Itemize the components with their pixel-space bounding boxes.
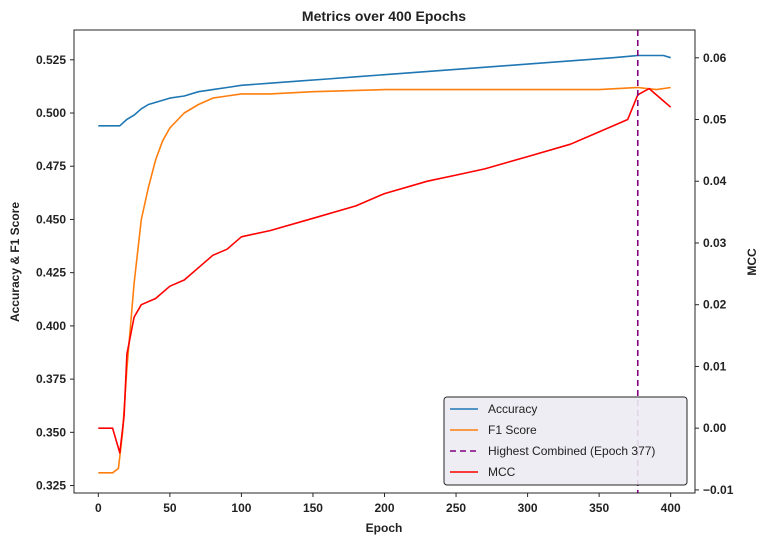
- x-tick-label: 50: [163, 501, 177, 515]
- y-left-tick-label: 0.475: [36, 159, 66, 173]
- chart-title: Metrics over 400 Epochs: [302, 8, 466, 24]
- y-right-tick-label: 0.06: [703, 51, 727, 65]
- y-right-tick-label: 0.04: [703, 174, 727, 188]
- x-tick-label: 200: [374, 501, 394, 515]
- y-left-tick-label: 0.450: [36, 212, 66, 226]
- legend-label: F1 Score: [488, 423, 537, 437]
- x-tick-label: 0: [95, 501, 102, 515]
- y-right-tick-label: 0.03: [703, 236, 727, 250]
- y-left-tick-label: 0.400: [36, 319, 66, 333]
- x-tick-label: 300: [518, 501, 538, 515]
- y-left-tick-label: 0.525: [36, 53, 66, 67]
- legend-label: Accuracy: [488, 402, 537, 416]
- x-tick-label: 400: [661, 501, 681, 515]
- y-axis-left-label: Accuracy & F1 Score: [8, 202, 22, 322]
- series-line-accuracy: [98, 54, 671, 127]
- legend: Accuracy F1 Score Highest Combined (Epoch …: [443, 396, 688, 486]
- y-left-tick-label: 0.325: [36, 479, 66, 493]
- y-right-tick-label: 0.05: [703, 113, 727, 127]
- x-tick-label: 350: [589, 501, 609, 515]
- y-right-tick-label: 0.00: [703, 421, 727, 435]
- y-axis-right-label: MCC: [745, 248, 759, 276]
- legend-label: MCC: [488, 465, 516, 479]
- y-right-tick-label: −0.01: [703, 483, 734, 497]
- x-tick-label: 150: [303, 501, 323, 515]
- y-left-tick-label: 0.350: [36, 425, 66, 439]
- axes-layer: 0 50 100 150 200 250 300 350 400 0.325 0.350 0.375 0…: [36, 29, 734, 515]
- y-right-tick-label: 0.02: [703, 298, 727, 312]
- x-axis-label: Epoch: [366, 521, 403, 535]
- y-left-tick-label: 0.500: [36, 106, 66, 120]
- legend-label: Highest Combined (Epoch 377): [488, 444, 655, 458]
- y-right-tick-label: 0.01: [703, 359, 727, 373]
- y-left-tick-label: 0.425: [36, 266, 66, 280]
- legend-box: [443, 396, 688, 486]
- x-tick-label: 250: [446, 501, 466, 515]
- x-tick-label: 100: [231, 501, 251, 515]
- series-line-mcc: [98, 87, 672, 454]
- y-left-tick-label: 0.375: [36, 372, 66, 386]
